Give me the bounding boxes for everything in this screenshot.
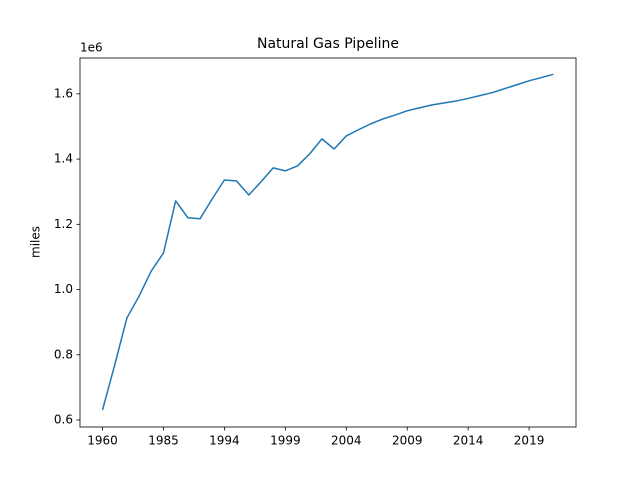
- y-axis-label: miles: [29, 226, 43, 258]
- data-line: [101, 73, 554, 411]
- y-tick-label: 1.6: [54, 86, 73, 100]
- chart-title: Natural Gas Pipeline: [257, 36, 399, 52]
- x-tick-label: 2014: [453, 434, 484, 448]
- x-tick-label: 2004: [331, 434, 362, 448]
- y-tick-label: 1.2: [54, 217, 73, 231]
- x-tick-label: 1999: [270, 434, 301, 448]
- plot-frame: [79, 57, 577, 428]
- y-tick-label: 0.8: [54, 347, 73, 361]
- y-tick-label: 1.0: [54, 282, 73, 296]
- y-tick-label: 0.6: [54, 412, 73, 426]
- x-tick-label: 2019: [514, 434, 545, 448]
- x-tick-label: 1960: [87, 434, 118, 448]
- x-tick-label: 2009: [392, 434, 423, 448]
- y-tick-label: 1.4: [54, 152, 73, 166]
- x-tick-label: 1985: [148, 434, 179, 448]
- y-offset-label: 1e6: [80, 41, 103, 55]
- x-tick-label: 1994: [209, 434, 240, 448]
